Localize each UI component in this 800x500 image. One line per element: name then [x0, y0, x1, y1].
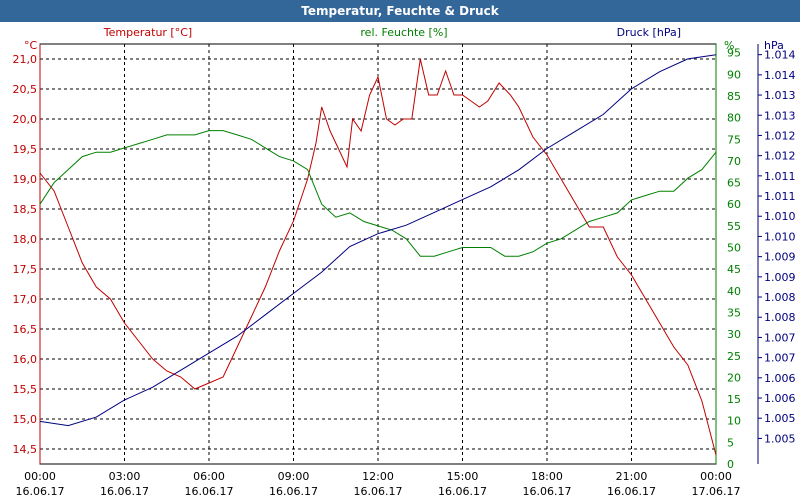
- x-tick-time: 03:00: [109, 470, 141, 483]
- pressure-tick: 1.013: [764, 109, 796, 122]
- humidity-tick: 80: [727, 112, 741, 125]
- humidity-tick: 10: [727, 415, 741, 428]
- pressure-tick: 1.010: [764, 210, 796, 223]
- temperature-unit: °C: [24, 39, 38, 52]
- plot-frame: [39, 43, 762, 465]
- pressure-tick: 1.006: [764, 392, 796, 405]
- x-tick-date: 16.06.17: [100, 485, 149, 498]
- humidity-tick: 95: [727, 47, 741, 60]
- temperature-tick: 17,0: [13, 293, 38, 306]
- x-tick-time: 06:00: [193, 470, 225, 483]
- temperature-tick: 17,5: [13, 263, 38, 276]
- humidity-line: [39, 130, 717, 257]
- x-tick-date: 16.06.17: [438, 485, 487, 498]
- x-tick-time: 21:00: [616, 470, 648, 483]
- pressure-tick: 1.008: [764, 291, 796, 304]
- humidity-tick: 20: [727, 371, 741, 384]
- x-tick-date: 16.06.17: [354, 485, 403, 498]
- x-tick-date: 17.06.17: [692, 485, 741, 498]
- temperature-tick: 18,0: [13, 233, 38, 246]
- x-tick-date: 16.06.17: [269, 485, 318, 498]
- x-tick-time: 09:00: [278, 470, 310, 483]
- axis-ticks: 00:00 16.06.17 03:00 16.06.17 06:00 16.06.17 0…: [13, 47, 796, 498]
- axis-labels: Temperatur [°C] rel. Feuchte [%] Druck [hP…: [24, 26, 784, 52]
- temperature-tick: 21,0: [13, 53, 38, 66]
- humidity-tick: 60: [727, 198, 741, 211]
- pressure-tick: 1.009: [764, 251, 796, 264]
- data-series: [39, 54, 717, 456]
- pressure-tick: 1.013: [764, 89, 796, 102]
- humidity-tick: 15: [727, 393, 741, 406]
- pressure-tick: 1.014: [764, 69, 796, 82]
- pressure-tick: 1.008: [764, 311, 796, 324]
- temperature-tick: 14,5: [13, 443, 38, 456]
- pressure-tick: 1.006: [764, 372, 796, 385]
- pressure-tick: 1.011: [764, 190, 796, 203]
- pressure-tick: 1.009: [764, 271, 796, 284]
- x-tick-time: 15:00: [447, 470, 479, 483]
- humidity-tick: 25: [727, 350, 741, 363]
- x-tick-time: 18:00: [531, 470, 563, 483]
- humidity-tick: 30: [727, 328, 741, 341]
- x-tick-time: 00:00: [700, 470, 732, 483]
- temperature-tick: 19,0: [13, 173, 38, 186]
- temperature-tick: 15,5: [13, 383, 38, 396]
- humidity-tick: 40: [727, 285, 741, 298]
- pressure-tick: 1.007: [764, 352, 796, 365]
- pressure-unit: hPa: [764, 39, 784, 52]
- humidity-tick: 70: [727, 155, 741, 168]
- pressure-tick: 1.012: [764, 150, 796, 163]
- pressure-tick: 1.010: [764, 230, 796, 243]
- temperature-line: [39, 58, 717, 456]
- pressure-tick: 1.011: [764, 170, 796, 183]
- pressure-tick: 1.007: [764, 331, 796, 344]
- pressure-line: [39, 54, 717, 427]
- humidity-tick: 45: [727, 263, 741, 276]
- temperature-tick: 20,0: [13, 113, 38, 126]
- x-tick-date: 16.06.17: [16, 485, 65, 498]
- humidity-tick: 5: [727, 436, 734, 449]
- pressure-tick: 1.005: [764, 432, 796, 445]
- x-tick-time: 00:00: [24, 470, 56, 483]
- temperature-tick: 18,5: [13, 203, 38, 216]
- humidity-tick: 90: [727, 68, 741, 81]
- humidity-tick: 35: [727, 306, 741, 319]
- temperature-tick: 15,0: [13, 413, 38, 426]
- humidity-tick: 50: [727, 242, 741, 255]
- temperature-tick: 19,5: [13, 143, 38, 156]
- x-tick-date: 16.06.17: [523, 485, 572, 498]
- humidity-unit: %: [724, 39, 734, 52]
- temperature-axis-label: Temperatur [°C]: [103, 26, 192, 39]
- chart-title: Temperatur, Feuchte & Druck: [0, 0, 800, 22]
- humidity-tick: 85: [727, 90, 741, 103]
- pressure-axis-label: Druck [hPa]: [617, 26, 681, 39]
- temperature-tick: 16,0: [13, 353, 38, 366]
- humidity-tick: 55: [727, 220, 741, 233]
- humidity-axis-label: rel. Feuchte [%]: [360, 26, 447, 39]
- temperature-tick: 16,5: [13, 323, 38, 336]
- x-tick-date: 16.06.17: [607, 485, 656, 498]
- humidity-tick: 65: [727, 177, 741, 190]
- humidity-tick: 0: [727, 458, 734, 471]
- grid-lines: [40, 44, 716, 464]
- pressure-tick: 1.014: [764, 49, 796, 62]
- pressure-tick: 1.012: [764, 129, 796, 142]
- x-tick-time: 12:00: [362, 470, 394, 483]
- pressure-tick: 1.005: [764, 412, 796, 425]
- humidity-tick: 75: [727, 133, 741, 146]
- x-tick-date: 16.06.17: [185, 485, 234, 498]
- temperature-tick: 20,5: [13, 83, 38, 96]
